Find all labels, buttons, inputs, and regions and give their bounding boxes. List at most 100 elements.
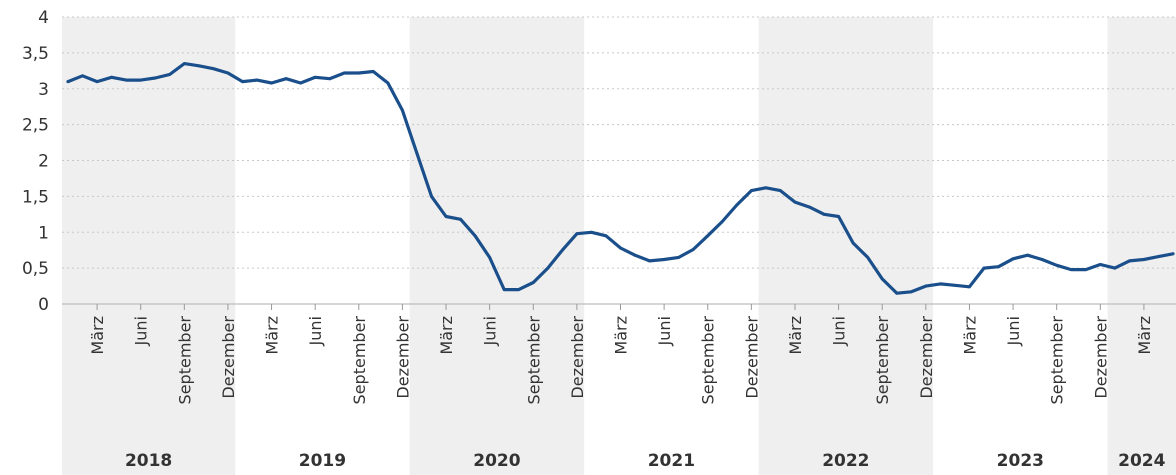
x-tick-label: September [699,316,718,405]
data-point [124,78,128,82]
x-tick-label: Juni [655,316,674,346]
x-tick-label: März [263,316,282,355]
data-point [66,80,70,83]
data-point [677,255,681,259]
x-tick-label: Dezember [568,316,587,399]
data-point [226,71,230,75]
data-point [1157,255,1160,259]
y-tick-label: 3 [38,80,49,100]
data-point [255,78,259,82]
data-point [1069,268,1073,271]
data-point [1026,253,1030,257]
data-point [1055,263,1059,267]
data-point [517,288,521,292]
data-point [560,248,564,252]
data-point [1113,266,1117,270]
x-tick-label: März [612,316,631,355]
data-point [284,77,288,81]
x-tick-label: Dezember [393,316,412,399]
data-point [459,217,462,221]
data-point [241,80,244,83]
year-band-2018 [62,17,236,475]
data-point [81,74,84,78]
data-point [662,258,666,261]
x-tick-label: März [786,316,805,355]
year-band-2022 [758,17,934,475]
x-tick-label: September [1048,316,1067,405]
data-point [488,255,492,259]
x-tick-label: Juni [1004,316,1023,346]
x-tick-label: Dezember [742,316,761,399]
x-tick-label: März [1135,316,1154,355]
data-point [604,234,608,238]
data-point [313,75,317,79]
data-point [415,151,419,155]
data-point [837,215,840,218]
data-point [924,284,928,288]
data-point [880,277,884,281]
data-point [502,288,506,292]
data-point [1171,252,1175,256]
data-point [139,78,143,82]
data-point [342,71,346,75]
x-tick-label: September [524,316,543,405]
data-point [531,281,535,284]
data-point [430,194,433,198]
data-point [153,76,157,80]
x-tick-label: März [437,316,456,355]
y-tick-label: 2,5 [22,116,49,136]
x-tick-label: September [350,316,369,405]
data-point [938,282,942,286]
x-tick-label: Juni [132,316,151,346]
x-tick-label: Dezember [1091,316,1110,399]
data-point [357,71,361,75]
data-point [866,255,870,259]
year-label-2020: 2020 [473,451,520,471]
y-tick-label: 1 [38,223,49,243]
y-tick-label: 2 [38,152,49,172]
data-point [851,241,855,245]
year-label-2019: 2019 [299,451,346,471]
x-tick-label: September [175,316,194,405]
y-tick-label: 4 [38,8,49,28]
data-point [808,205,811,209]
data-point [270,81,273,85]
data-point [895,291,899,295]
data-point [793,200,797,204]
x-tick-label: Dezember [917,316,936,399]
data-point [444,215,448,218]
data-point [95,80,99,83]
data-point [1011,257,1015,261]
data-point [909,290,913,294]
data-point [764,186,768,190]
data-point [401,108,404,112]
data-point [1084,268,1088,271]
data-point [749,189,753,193]
data-point [633,253,637,257]
grid-lines [62,16,1176,305]
x-axis: März Juni September Dezember 2018 März Juni Sep… [88,304,1166,471]
year-label-2023: 2023 [997,451,1044,471]
data-point [735,203,739,207]
data-point [953,283,957,287]
x-tick-label: Juni [481,316,500,346]
y-axis: 0 0,5 1 1,5 2 2,5 3 3,5 4 [22,8,49,315]
data-point [386,81,390,85]
x-tick-label: März [88,316,107,355]
y-tick-label: 1,5 [22,187,49,207]
year-label-2022: 2022 [822,451,869,471]
data-point [1127,259,1131,263]
data-point [619,246,622,250]
data-point [968,285,971,289]
data-point [473,234,477,238]
data-point [1098,263,1102,266]
y-tick-label: 0,5 [22,259,49,279]
data-point [211,67,215,71]
data-point [575,232,579,236]
data-point [691,248,695,251]
data-point [1142,258,1146,261]
data-point [299,81,303,85]
series-layer [66,61,1175,295]
year-label-2018: 2018 [125,451,172,471]
